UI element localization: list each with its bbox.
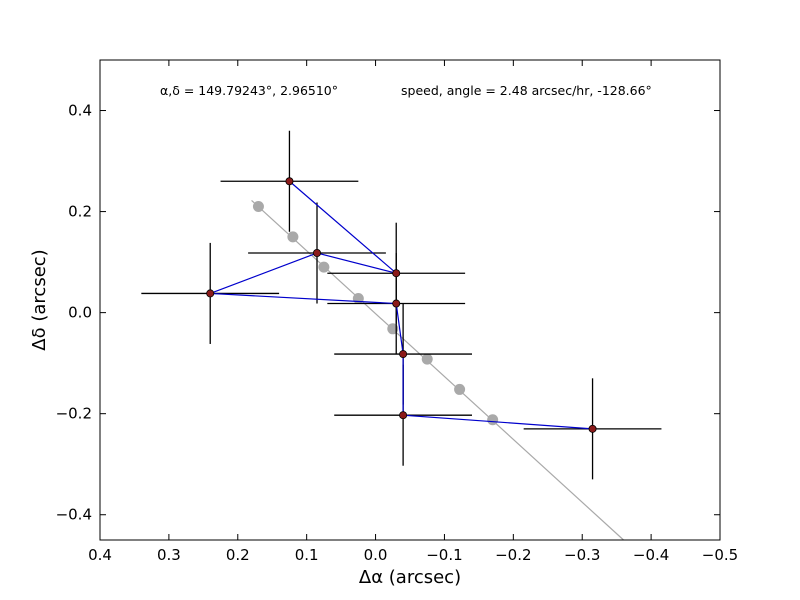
x-tick-label-4: 0.0: [364, 546, 388, 564]
model-point-7: [454, 383, 466, 395]
x-tick-label-8: −0.4: [633, 546, 669, 564]
x-axis-label: Δα (arcsec): [359, 567, 461, 588]
observed-point-1: [285, 177, 294, 186]
y-tick-label-3: 0.2: [68, 203, 92, 221]
x-tick-label-3: 0.1: [295, 546, 319, 564]
model-point-4: [352, 292, 364, 304]
model-point-3: [318, 261, 330, 273]
position-annotation: α,δ = 149.79243°, 2.96510°: [160, 83, 338, 98]
y-tick-label-4: 0.4: [68, 102, 92, 120]
observed-point-7: [399, 411, 408, 420]
x-tick-label-9: −0.5: [702, 546, 738, 564]
observed-point-6: [399, 350, 408, 359]
observed-point-8: [588, 424, 597, 433]
motion-annotation: speed, angle = 2.48 arcsec/hr, -128.66°: [401, 83, 652, 98]
observed-point-2: [392, 269, 401, 278]
y-tick-label-0: −0.4: [56, 506, 92, 524]
x-tick-label-7: −0.3: [564, 546, 600, 564]
observed-point-5: [392, 299, 401, 308]
plot-frame: [99, 59, 721, 541]
x-tick-label-2: 0.2: [226, 546, 250, 564]
x-tick-label-1: 0.3: [157, 546, 181, 564]
model-point-1: [252, 201, 264, 213]
plot-marks: [141, 130, 662, 541]
model-point-8: [487, 414, 499, 426]
model-point-6: [421, 353, 433, 365]
model-point-5: [387, 323, 399, 335]
axis-ticks: 0.4 0.3 0.2 0.1 0.0 −0.1 −0.2 −0.3 −0.4 −0.5 −0.4 −…: [56, 60, 738, 564]
model-point-2: [287, 231, 299, 243]
y-tick-label-1: −0.2: [56, 405, 92, 423]
observed-point-3: [312, 249, 321, 258]
y-axis-label: Δδ (arcsec): [29, 249, 50, 350]
x-tick-label-5: −0.1: [426, 546, 462, 564]
observed-point-4: [206, 289, 215, 298]
x-tick-label-6: −0.2: [495, 546, 531, 564]
y-tick-label-2: 0.0: [68, 304, 92, 322]
observed-track-line: [210, 180, 593, 430]
x-tick-label-0: 0.4: [88, 546, 112, 564]
model-trend-line: [251, 200, 624, 541]
